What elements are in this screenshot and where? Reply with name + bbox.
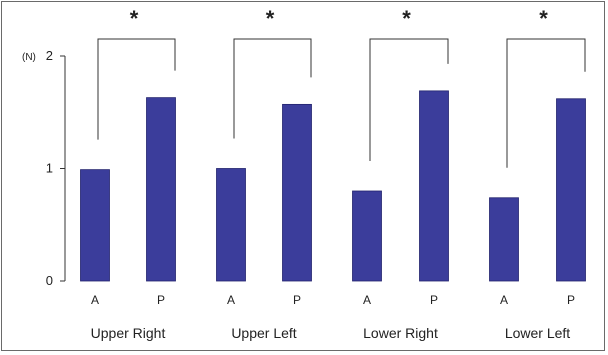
x-category-label: A [363, 293, 371, 307]
bar [489, 197, 519, 282]
x-category-label: A [500, 293, 508, 307]
x-category-label: P [293, 293, 301, 307]
bar [556, 98, 586, 282]
bars [80, 90, 586, 282]
group-label: Lower Left [505, 325, 570, 341]
bar [352, 190, 382, 282]
axes: (N) [22, 52, 66, 281]
group-label: Lower Right [363, 325, 438, 341]
significance-brackets: * * * * [97, 6, 586, 168]
chart-frame: (N) 0 1 2 * * * * A P Upper Right A P Upper Left A P… [1, 1, 605, 351]
y-tick-label: 0 [46, 273, 53, 288]
bar [282, 103, 312, 282]
significance-bracket [369, 38, 449, 161]
significance-star: * [539, 6, 548, 31]
significance-bracket [233, 38, 312, 139]
bar [80, 169, 110, 282]
x-category-label: P [430, 293, 438, 307]
x-category-label: P [567, 293, 575, 307]
y-tick-label: 1 [46, 161, 53, 176]
x-category-label: A [91, 293, 99, 307]
y-tick-label: 2 [46, 48, 53, 63]
bar [419, 90, 449, 282]
x-category-label: P [157, 293, 165, 307]
bar [146, 97, 176, 282]
group-label: Upper Left [231, 325, 296, 341]
group-label: Upper Right [91, 325, 166, 341]
x-category-label: A [227, 293, 235, 307]
significance-bracket [506, 38, 586, 168]
significance-star: * [266, 6, 275, 31]
y-axis-unit-label: (N) [22, 52, 36, 63]
significance-star: * [402, 6, 411, 31]
bar-chart: (N) 0 1 2 * * * * A P Upper Right A P Upper Left A P… [22, 6, 586, 341]
significance-star: * [130, 6, 139, 31]
bar [216, 168, 246, 282]
significance-bracket [97, 38, 176, 140]
y-ticks: 0 1 2 [46, 48, 65, 288]
category-labels: A P Upper Right A P Upper Left A P Lower Right A P… [91, 293, 575, 341]
